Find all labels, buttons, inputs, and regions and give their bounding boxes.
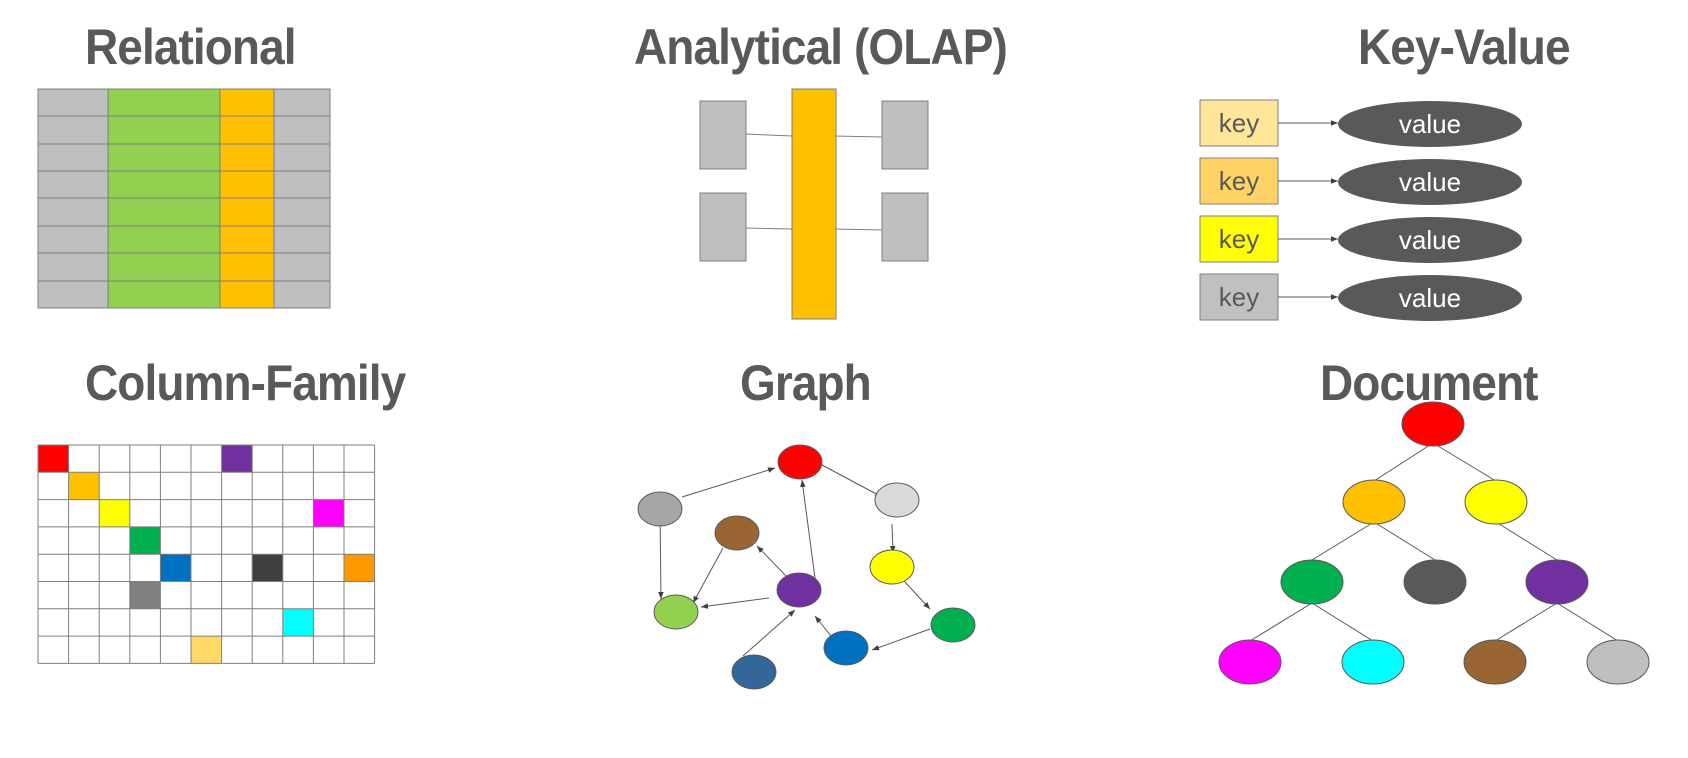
key-value-diagram: key value key value key value key value bbox=[1199, 99, 1522, 321]
olap-title: Analytical (OLAP) bbox=[634, 19, 1008, 75]
filled-cell bbox=[38, 445, 69, 473]
value-ellipse bbox=[1338, 275, 1522, 321]
key-box bbox=[1199, 273, 1279, 321]
filled-cell bbox=[282, 608, 314, 637]
filled-cell bbox=[68, 472, 100, 500]
key-value-panel: Key-Value key value key value key value key val… bbox=[1199, 0, 1688, 330]
relational-panel: Relational bbox=[0, 0, 560, 330]
value-ellipse bbox=[1338, 101, 1522, 147]
column-family-panel: Column-Family bbox=[0, 345, 560, 675]
value-label: value bbox=[1399, 283, 1461, 313]
relational-title: Relational bbox=[85, 19, 297, 75]
value-label: value bbox=[1399, 225, 1461, 255]
document-panel: Document bbox=[1200, 345, 1688, 745]
filled-cell bbox=[252, 554, 283, 582]
value-ellipse bbox=[1338, 217, 1522, 263]
filled-cell bbox=[313, 499, 344, 527]
key-value-title: Key-Value bbox=[1358, 19, 1571, 75]
key-box bbox=[1199, 157, 1279, 205]
column-family-title: Column-Family bbox=[85, 355, 406, 411]
value-label: value bbox=[1399, 109, 1461, 139]
key-label: key bbox=[1219, 282, 1259, 312]
column-family-grid bbox=[37, 444, 376, 664]
key-value-row: key value bbox=[1199, 273, 1522, 321]
document-tree-diagram bbox=[1218, 401, 1650, 685]
filled-cell bbox=[129, 526, 161, 555]
key-value-row: key value bbox=[1199, 215, 1522, 263]
key-value-row: key value bbox=[1199, 99, 1522, 147]
olap-panel: Analytical (OLAP) bbox=[560, 0, 1120, 330]
key-label: key bbox=[1219, 108, 1259, 138]
value-ellipse bbox=[1338, 159, 1522, 205]
key-value-row: key value bbox=[1199, 157, 1522, 205]
value-label: value bbox=[1399, 167, 1461, 197]
document-title: Document bbox=[1320, 355, 1538, 411]
key-label: key bbox=[1219, 224, 1259, 254]
key-box bbox=[1199, 99, 1279, 147]
relational-table-diagram bbox=[37, 88, 331, 309]
filled-cell bbox=[344, 554, 375, 582]
graph-panel: Graph bbox=[560, 345, 1120, 705]
filled-cell bbox=[221, 445, 253, 473]
key-label: key bbox=[1219, 166, 1259, 196]
filled-cell bbox=[191, 636, 222, 664]
graph-diagram bbox=[637, 444, 976, 690]
filled-cell bbox=[99, 499, 130, 527]
grid-lines bbox=[37, 444, 376, 664]
olap-star-diagram bbox=[699, 88, 929, 320]
graph-title: Graph bbox=[740, 355, 872, 411]
key-box bbox=[1199, 215, 1279, 263]
filled-cell bbox=[160, 554, 191, 582]
filled-cell bbox=[129, 581, 161, 609]
